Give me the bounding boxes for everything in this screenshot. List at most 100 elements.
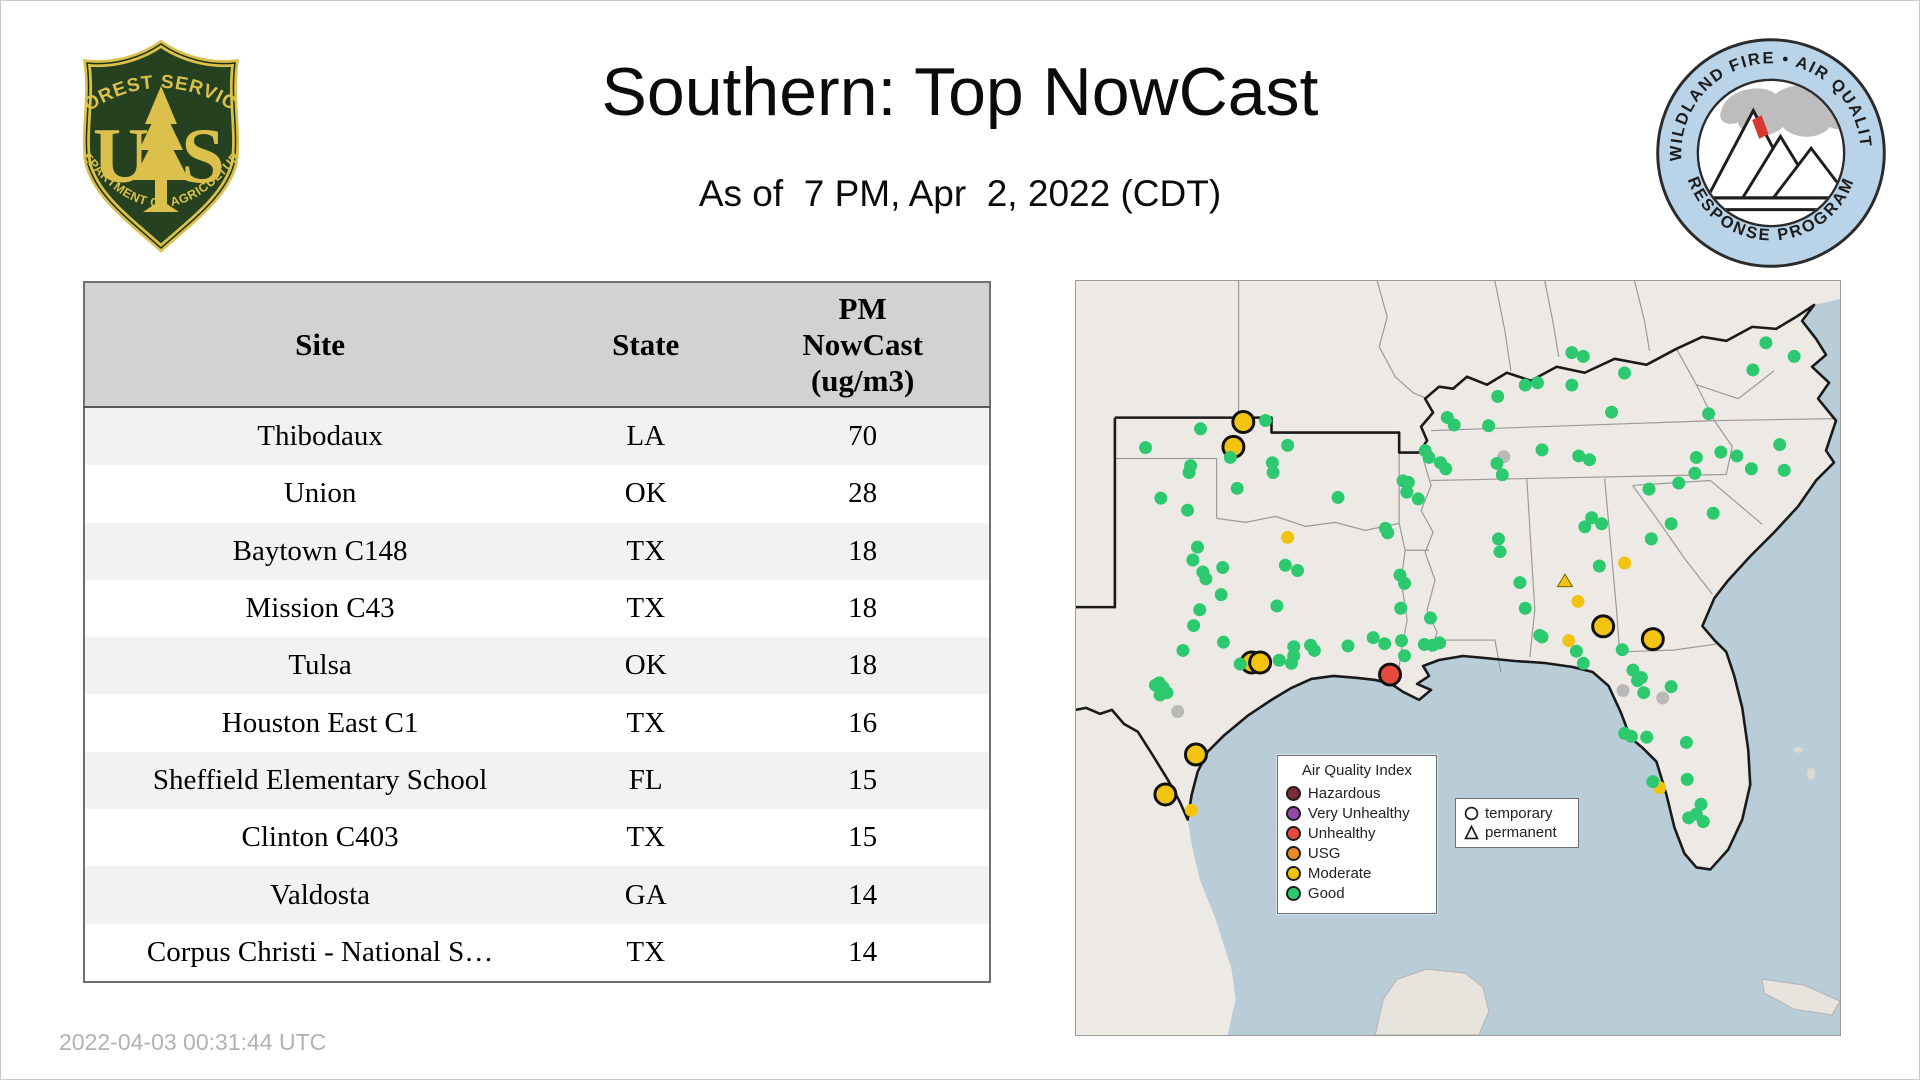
legend-item: USG [1285,845,1428,862]
site-marker [1182,466,1196,479]
site-marker [1746,363,1760,377]
state-cell: FL [555,751,737,810]
value-cell: 15 [736,809,990,867]
site-marker [1605,405,1619,419]
site-marker [1153,688,1167,702]
site-marker [1281,530,1295,544]
site-marker [1258,414,1272,427]
site-marker [1744,462,1758,476]
site-marker [1424,611,1437,625]
legend-item: Hazardous [1285,785,1428,802]
table-header-row: Site State PM NowCast (ug/m3) [84,282,990,408]
site-marker [1183,742,1208,767]
logo-letter-s: S [181,112,224,199]
site-marker [1186,553,1200,567]
site-marker [1664,680,1678,694]
site-marker [1562,634,1576,648]
state-cell: OK [555,637,737,695]
site-marker [1572,449,1586,463]
site-cell: Union [84,465,556,523]
table-row: Thibodaux LA 70 [84,407,990,466]
region-border [1076,303,1838,871]
site-marker [1642,482,1656,496]
site-marker [1190,540,1204,554]
site-marker [1400,485,1414,499]
site-marker [1702,407,1716,421]
site-marker [1492,532,1505,546]
legend-color-dot [1285,825,1301,841]
site-marker [1181,503,1195,517]
site-marker [1398,649,1412,663]
site-marker [1287,640,1301,654]
site-marker [1248,650,1273,675]
site-markers [1139,336,1801,829]
legend-color-dot [1285,885,1301,901]
site-marker [1571,594,1585,608]
site-marker [1495,468,1509,482]
table-row: Mission C43 TX 18 [84,579,990,638]
site-marker [1556,573,1574,588]
value-cell: 18 [736,579,990,638]
site-marker [1394,634,1408,648]
cuba [1761,978,1840,1016]
value-cell: 14 [736,866,990,924]
state-cell: TX [555,579,737,638]
value-cell: 18 [736,637,990,695]
aqi-legend-title: Air Quality Index [1301,761,1412,779]
site-marker [1491,389,1505,403]
site-marker [1595,517,1609,531]
site-marker [1680,772,1694,786]
state-cell: TX [555,694,737,752]
site-marker [1714,445,1728,459]
site-marker [1231,410,1256,434]
site-marker [1637,686,1651,700]
state-cell: GA [555,866,737,924]
value-cell: 18 [736,522,990,580]
site-marker [1696,815,1710,829]
site-marker [1265,456,1279,470]
state-cell: LA [555,407,737,466]
site-marker [1223,450,1237,464]
site-marker [1646,775,1660,789]
site-marker [1139,441,1153,455]
table-row: Tulsa OK 18 [84,637,990,695]
site-marker [1394,601,1408,615]
site-marker [1216,561,1230,575]
page-title: Southern: Top NowCast [601,54,1319,130]
table-row: Houston East C1 TX 16 [84,694,990,752]
site-marker [1366,631,1380,645]
site-marker [1381,526,1395,540]
site-marker [1689,450,1703,464]
column-header-site: Site [84,282,556,408]
generated-timestamp: 2022-04-03 00:31:44 UTC [59,1029,327,1055]
legend-label: Moderate [1307,864,1372,882]
site-marker [1640,627,1665,652]
table-row: Clinton C403 TX 15 [84,809,990,867]
site-cell: Thibodaux [84,407,556,466]
site-marker [1291,564,1305,578]
value-cell: 16 [736,694,990,752]
value-cell: 70 [736,407,990,466]
column-header-pm: PM NowCast (ug/m3) [736,282,990,408]
legend-label: Very Unhealthy [1307,804,1410,822]
site-marker [1378,637,1392,651]
site-marker [1773,438,1787,452]
permanent-marker-icon [1464,824,1479,840]
site-marker [1193,603,1207,617]
site-marker [1184,803,1198,817]
state-cell: OK [555,465,737,523]
state-cell: TX [555,809,737,867]
basemap [1076,281,1840,1035]
site-marker [1284,656,1298,670]
landmass [1076,281,1840,1035]
site-marker [1171,705,1185,719]
site-marker [1615,643,1629,657]
temporary-label: temporary [1484,805,1553,823]
legend-item: Very Unhealthy [1285,804,1428,822]
site-marker [1378,662,1402,687]
value-cell: 15 [736,751,990,810]
site-marker [1272,653,1286,667]
site-cell: Sheffield Elementary School [84,751,556,810]
temporary-marker-icon [1464,806,1479,821]
